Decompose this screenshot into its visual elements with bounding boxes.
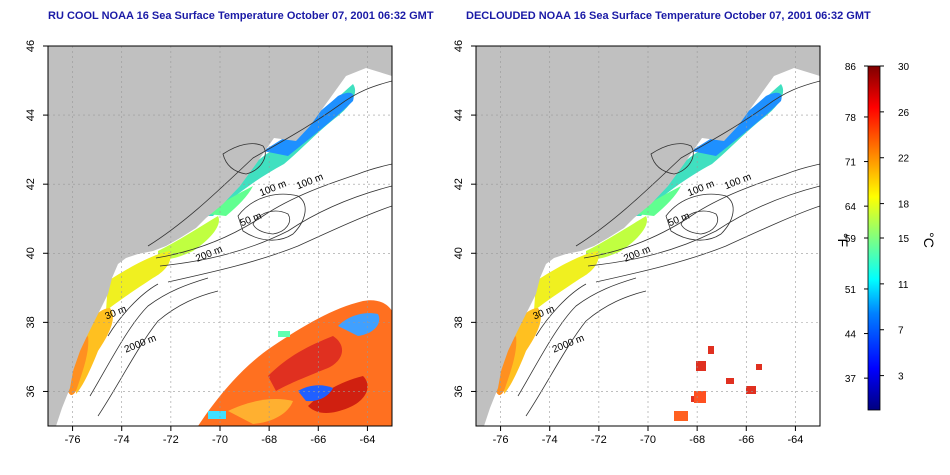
y-tick-label: 36	[453, 385, 465, 397]
y-tick-label: 40	[453, 247, 465, 259]
right-axis-ticks: -76 -74 -72 -70 -68 -66 -64 36 38 40 42 44 46	[453, 40, 803, 446]
y-tick-label: 46	[25, 40, 37, 52]
colorbar-c-tick-label: 15	[898, 234, 910, 245]
x-tick-label: -70	[640, 434, 656, 446]
x-tick-label: -70	[212, 434, 228, 446]
x-tick-label: -76	[493, 434, 509, 446]
fahrenheit-label: °F	[835, 233, 851, 247]
x-tick-label: -74	[542, 434, 558, 446]
y-tick-label: 44	[25, 109, 37, 121]
y-tick-label: 38	[453, 316, 465, 328]
colorbar-f-tick-label: 51	[845, 285, 857, 296]
x-tick-label: -68	[261, 434, 277, 446]
x-tick-label: -66	[738, 434, 754, 446]
celsius-label: °C	[921, 232, 937, 248]
right-chart-title: DECLOUDED NOAA 16 Sea Surface Temperatur…	[466, 10, 871, 22]
x-tick-label: -64	[359, 434, 375, 446]
y-tick-label: 42	[25, 178, 37, 190]
x-tick-label: -64	[787, 434, 803, 446]
y-tick-label: 36	[25, 385, 37, 397]
x-tick-label: -68	[689, 434, 705, 446]
colorbar-f-tick-label: 71	[845, 158, 857, 169]
colorbar: 86 78 71 64 59 51 44 37 30 26 22 18 15 11 7 3 °F °C	[835, 62, 937, 411]
colorbar-f-tick-label: 44	[845, 330, 857, 341]
sst-shelf-north	[158, 216, 219, 260]
colorbar-c-tick-label: 18	[898, 200, 910, 211]
colorbar-f-tick-label: 78	[845, 113, 857, 124]
y-tick-label: 42	[453, 178, 465, 190]
left-axis-ticks: -76 -74 -72 -70 -68 -66 -64 36 38 40 42 44 46	[25, 40, 375, 446]
left-chart-title: RU COOL NOAA 16 Sea Surface Temperature …	[48, 10, 434, 22]
x-tick-label: -72	[591, 434, 607, 446]
colorbar-gradient	[867, 65, 881, 411]
colorbar-f-tick-label: 86	[845, 62, 857, 73]
colorbar-c-tick-label: 11	[898, 280, 909, 291]
colorbar-ticks: 86 78 71 64 59 51 44 37 30 26 22 18 15 11 7 3	[845, 62, 910, 385]
x-tick-label: -74	[114, 434, 130, 446]
sst-shelf-mid	[106, 251, 171, 311]
colorbar-c-tick-label: 26	[898, 108, 910, 119]
colorbar-f-tick-label: 59	[845, 234, 857, 245]
colorbar-c-tick-label: 30	[898, 62, 910, 73]
y-tick-label: 40	[25, 247, 37, 259]
colorbar-c-tick-label: 3	[898, 372, 904, 383]
x-tick-label: -76	[65, 434, 81, 446]
colorbar-c-tick-label: 22	[898, 154, 910, 165]
y-tick-label: 44	[453, 109, 465, 121]
colorbar-f-tick-label: 64	[845, 202, 857, 213]
colorbar-f-tick-label: 37	[845, 374, 857, 385]
x-tick-label: -72	[163, 434, 179, 446]
x-tick-label: -66	[310, 434, 326, 446]
colorbar-c-tick-label: 7	[898, 326, 904, 337]
y-tick-label: 38	[25, 316, 37, 328]
y-tick-label: 46	[453, 40, 465, 52]
